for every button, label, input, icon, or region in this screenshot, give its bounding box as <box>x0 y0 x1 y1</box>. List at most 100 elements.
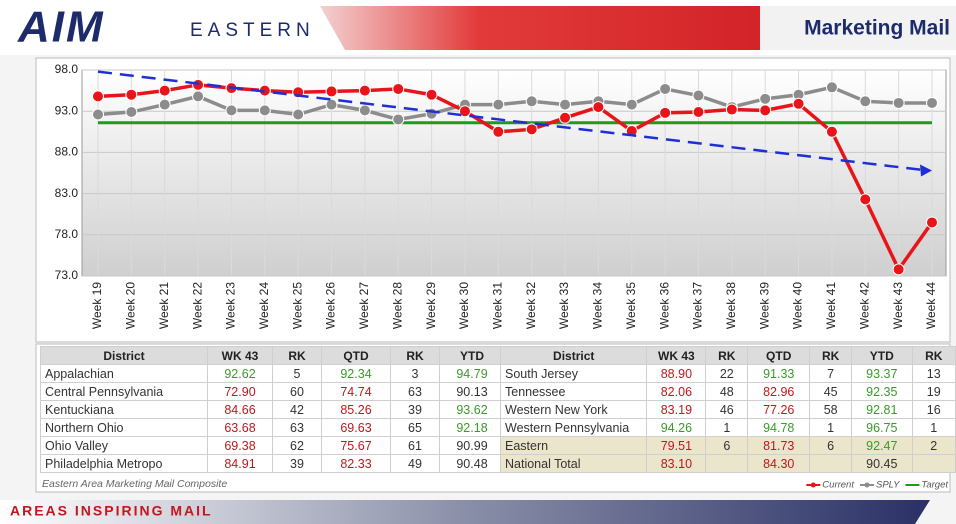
y-tick-label: 83.0 <box>55 186 79 200</box>
point <box>825 81 838 94</box>
point <box>325 98 338 111</box>
point <box>592 101 605 114</box>
cell: 45 <box>809 382 853 401</box>
x-tick-label: Week 37 <box>691 282 705 329</box>
cell: 90.45 <box>851 454 913 473</box>
point <box>258 104 271 117</box>
point <box>492 98 505 111</box>
point <box>358 104 371 117</box>
y-tick-label: 93.0 <box>55 103 79 117</box>
cell: 5 <box>272 364 322 383</box>
cell: 92.35 <box>851 382 913 401</box>
cell: 3 <box>390 364 440 383</box>
cell: 84.91 <box>207 454 273 473</box>
trend-line <box>97 70 925 172</box>
legend-label: Current <box>822 480 854 491</box>
column-header: RK <box>809 346 853 365</box>
page-title: Marketing Mail <box>804 17 950 40</box>
x-tick-label: Week 21 <box>157 282 171 329</box>
cell: 96.75 <box>851 418 913 437</box>
row: Eastern 79.51 6 81.73 6 92.47 2 <box>499 436 956 455</box>
cell: 92.34 <box>321 364 391 383</box>
x-tick-label: Week 22 <box>190 282 204 329</box>
district: Tennessee <box>499 382 648 401</box>
cell: 49 <box>390 454 440 473</box>
x-tick-label: Week 27 <box>357 282 371 329</box>
cell: 62 <box>272 436 322 455</box>
point <box>892 263 905 276</box>
note: Eastern Area Marketing Mail Composite <box>42 478 227 490</box>
column-header: District <box>499 346 648 365</box>
column-header: WK 43 <box>207 346 273 365</box>
point <box>625 98 638 111</box>
district: Appalachian <box>40 364 208 383</box>
x-tick-label: Week 29 <box>424 282 438 329</box>
cell: 84.66 <box>207 400 273 419</box>
point <box>559 111 572 124</box>
cell: 84.30 <box>747 454 811 473</box>
point <box>859 193 872 206</box>
point <box>325 85 338 98</box>
column-header: YTD <box>851 346 913 365</box>
cell: 6 <box>705 436 749 455</box>
point <box>125 88 138 101</box>
cell: 92.47 <box>851 436 913 455</box>
x-tick-label: Week 30 <box>457 282 471 329</box>
x-tick-label: Week 42 <box>857 282 871 329</box>
cell: 92.62 <box>207 364 273 383</box>
footer-bar <box>0 500 930 524</box>
point <box>659 82 672 95</box>
cell: 46 <box>705 400 749 419</box>
row: Western Pennsylvania 94.26 1 94.78 1 96.75 1 <box>499 418 956 437</box>
point <box>525 95 538 108</box>
cell: 90.13 <box>439 382 505 401</box>
point <box>759 104 772 117</box>
cell: 77.26 <box>747 400 811 419</box>
footer-text: AREAS INSPIRING MAIL <box>10 503 213 519</box>
cell <box>705 454 749 473</box>
cell: 92.18 <box>439 418 505 437</box>
x-tick-label: Week 26 <box>324 282 338 329</box>
cell: 83.10 <box>646 454 707 473</box>
point <box>825 125 838 138</box>
cell: 58 <box>809 400 853 419</box>
point <box>158 98 171 111</box>
column-header: District <box>40 346 208 365</box>
legend-label: SPLY <box>876 480 900 491</box>
cell: 82.06 <box>646 382 707 401</box>
point <box>92 90 104 103</box>
cell: 63.68 <box>207 418 273 437</box>
row: Central Pennsylvania72.906074.746390.134… <box>40 382 554 401</box>
cell: 1 <box>705 418 749 437</box>
cell: 91.33 <box>747 364 811 383</box>
x-tick-label: Week 44 <box>924 282 938 329</box>
column-header: WK 43 <box>646 346 707 365</box>
row: South Jersey 88.90 22 91.33 7 93.37 13 <box>499 364 956 383</box>
cell: 94.79 <box>439 364 505 383</box>
y-tick-label: 98.0 <box>55 62 79 76</box>
legend-dot <box>864 482 870 488</box>
x-tick-label: Week 34 <box>591 282 605 329</box>
point <box>158 84 171 97</box>
column-header: RK <box>272 346 322 365</box>
cell: 63 <box>272 418 322 437</box>
x-tick-label: Week 43 <box>891 282 905 329</box>
point <box>559 98 572 111</box>
district: Western Pennsylvania <box>499 418 648 437</box>
cell: 85.26 <box>321 400 391 419</box>
cell: 79.51 <box>646 436 707 455</box>
column-header: QTD <box>747 346 811 365</box>
point <box>659 106 672 119</box>
column-header: QTD <box>321 346 391 365</box>
point <box>692 106 705 119</box>
x-tick-label: Week 33 <box>557 282 571 329</box>
district: Eastern <box>499 436 648 455</box>
district: Philadelphia Metropo <box>40 454 208 473</box>
cell: 94.78 <box>747 418 811 437</box>
trend-arrow <box>920 164 932 177</box>
cell <box>911 454 956 473</box>
district: Central Pennsylvania <box>40 382 208 401</box>
